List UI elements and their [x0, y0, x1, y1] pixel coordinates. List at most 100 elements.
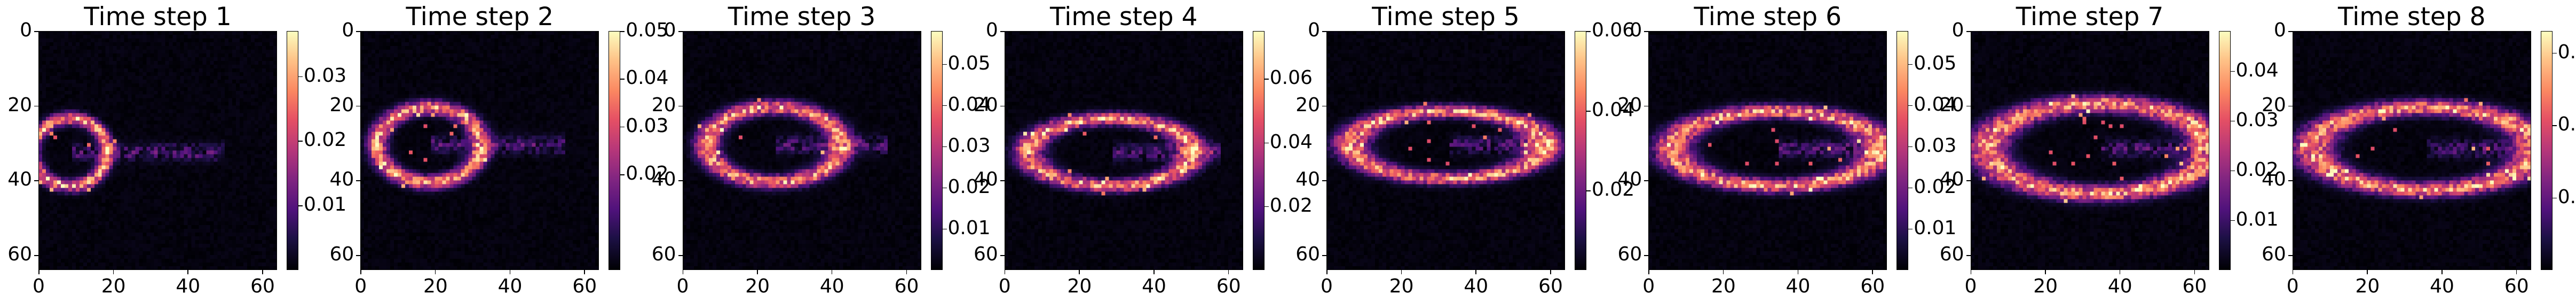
x-tick-label: 40	[1142, 275, 1166, 297]
colorbar-tick-mark	[2230, 71, 2235, 72]
colorbar-tick-mark	[620, 174, 625, 175]
x-tick-label: 40	[2107, 275, 2132, 297]
heatmap-image	[1648, 31, 1887, 270]
colorbar-tick-label: 0.02	[1914, 175, 1957, 198]
x-tick-mark	[262, 270, 263, 274]
chart-title: Time step 1	[84, 2, 232, 32]
y-tick-mark	[1322, 105, 1326, 107]
x-tick-label: 60	[2504, 275, 2529, 297]
colorbar-tick-label: 0.02	[1592, 179, 1635, 200]
colorbar-tick-label: 0.02	[1269, 194, 1313, 217]
colorbar-tick-label: 0.04	[1269, 130, 1313, 153]
colorbar	[287, 31, 298, 270]
x-tick-mark	[1970, 270, 1971, 274]
y-tick-label: 20	[1295, 94, 1320, 116]
y-tick-label: 0	[663, 19, 676, 41]
colorbar-tick-mark	[2552, 52, 2557, 54]
x-tick-label: 40	[1785, 275, 1811, 297]
y-tick-mark	[1000, 31, 1005, 32]
colorbar-tick-mark	[942, 146, 947, 148]
y-tick-label: 60	[651, 243, 676, 266]
y-tick-label: 40	[1295, 168, 1320, 191]
y-tick-mark	[1000, 180, 1005, 181]
colorbar	[930, 31, 943, 270]
y-tick-mark	[1322, 31, 1326, 32]
colorbar-tick-label: 0.04	[2235, 59, 2279, 81]
y-tick-label: 60	[1295, 243, 1320, 266]
chart-title: Time step 5	[1372, 2, 1520, 32]
colorbar-tick-mark	[1908, 228, 1913, 230]
panel-4: Time step 4 0 20 40 60 0 20 40 60 0.02 0.04 0.06	[966, 0, 1313, 301]
x-tick-label: 40	[2430, 275, 2454, 297]
y-tick-mark	[356, 105, 361, 107]
y-tick-label: 60	[973, 243, 998, 266]
heatmap-axes	[1326, 31, 1565, 270]
x-tick-label: 60	[1538, 275, 1563, 297]
x-tick-mark	[187, 270, 188, 274]
colorbar-tick-label: 0.05	[626, 19, 669, 41]
y-tick-label: 40	[1939, 168, 1964, 191]
colorbar-tick-mark	[620, 31, 625, 32]
x-tick-mark	[509, 270, 511, 274]
x-tick-mark	[1228, 270, 1229, 274]
y-tick-mark	[678, 255, 683, 256]
colorbar-tick-label: 0.03	[2235, 109, 2279, 131]
x-tick-mark	[360, 270, 361, 274]
y-tick-label: 0	[2273, 19, 2286, 41]
x-tick-label: 60	[1860, 275, 1885, 297]
y-tick-label: 20	[1617, 94, 1642, 116]
y-tick-label: 0	[1630, 19, 1642, 41]
heatmap-image	[38, 31, 277, 270]
colorbar-tick-mark	[1264, 142, 1269, 144]
colorbar-tick-mark	[620, 79, 625, 80]
colorbar-tick-mark	[2230, 120, 2235, 122]
colorbar-tick-mark	[2552, 125, 2557, 126]
y-tick-mark	[2288, 105, 2293, 107]
x-tick-label: 60	[2182, 275, 2207, 297]
colorbar-tick-label: 0.02	[2557, 186, 2576, 208]
x-tick-label: 40	[819, 275, 844, 297]
y-tick-mark	[678, 105, 683, 107]
x-tick-label: 0	[354, 275, 367, 297]
x-tick-mark	[2119, 270, 2121, 274]
colorbar	[2218, 31, 2231, 270]
colorbar-tick-mark	[1908, 187, 1913, 189]
x-tick-label: 20	[745, 275, 770, 297]
colorbar-tick-label: 0.03	[1914, 134, 1957, 157]
y-tick-mark	[2288, 180, 2293, 181]
x-tick-label: 0	[1321, 275, 1333, 297]
x-tick-mark	[38, 270, 39, 274]
y-tick-label: 60	[1617, 243, 1642, 266]
y-tick-mark	[1644, 255, 1649, 256]
y-tick-label: 40	[651, 168, 676, 191]
y-tick-mark	[356, 180, 361, 181]
colorbar	[2540, 31, 2553, 270]
y-tick-label: 60	[329, 243, 354, 266]
y-tick-mark	[34, 255, 38, 256]
y-tick-label: 0	[1308, 19, 1320, 41]
y-tick-label: 60	[2261, 243, 2286, 266]
y-tick-mark	[34, 31, 38, 32]
y-tick-label: 20	[2261, 94, 2286, 116]
x-tick-label: 20	[1067, 275, 1092, 297]
colorbar-tick-mark	[1264, 206, 1269, 207]
y-tick-label: 60	[7, 243, 32, 266]
y-tick-label: 60	[1939, 243, 1964, 266]
x-tick-mark	[1722, 270, 1724, 274]
colorbar-tick-mark	[942, 105, 947, 106]
heatmap-axes	[1648, 31, 1887, 270]
chart-title: Time step 3	[728, 2, 876, 32]
y-tick-mark	[356, 255, 361, 256]
colorbar-tick-label: 0.04	[1592, 99, 1635, 121]
y-tick-mark	[1966, 255, 1971, 256]
colorbar-tick-label: 0.01	[1914, 217, 1957, 239]
heatmap-image	[1326, 31, 1565, 270]
colorbar	[1897, 31, 1909, 270]
x-tick-mark	[2441, 270, 2443, 274]
colorbar-tick-mark	[1908, 64, 1913, 65]
colorbar-tick-label: 0.01	[304, 194, 347, 216]
x-tick-mark	[2367, 270, 2368, 274]
chart-title: Time step 4	[1050, 2, 1198, 32]
panel-7: Time step 7 0 20 40 60 0 20 40 60 0.01 0.02 0.03 0.0…	[1932, 0, 2279, 301]
y-tick-mark	[1000, 255, 1005, 256]
